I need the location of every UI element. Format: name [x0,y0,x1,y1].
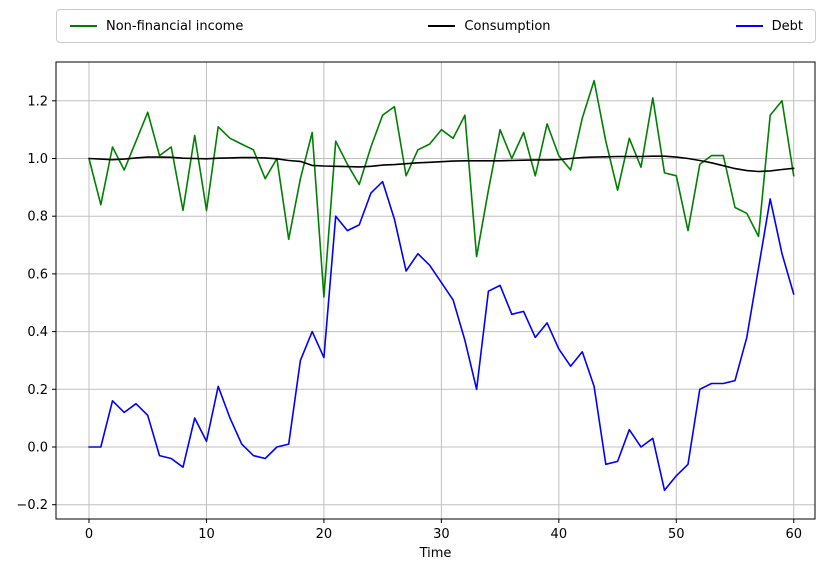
x-tick-label: 50 [668,527,685,542]
legend-line-sample [428,25,456,27]
x-axis-label: Time [419,546,452,561]
legend-label: Consumption [464,18,551,34]
x-tick-label: 0 [85,527,93,542]
legend: Non-financial income Consumption Debt [56,9,816,43]
legend-line-sample [70,25,97,27]
y-tick-label: −0.2 [16,498,48,513]
legend-label: Debt [771,18,803,34]
data-series [88,79,795,492]
tick-labels: −0.2 0.0 0.2 0.4 0.6 0.8 1.0 1.2 0 10 20 30 40 50 60 [16,94,802,542]
legend-label: Non-financial income [106,18,244,34]
legend-item-debt: Debt [735,18,803,34]
x-tick-label: 30 [433,527,450,542]
legend-line-sample [735,25,763,27]
grid-lines [56,62,815,519]
series-consumption [88,155,795,173]
y-tick-label: 0.4 [27,325,48,340]
axis-ticks [52,100,795,523]
legend-item-consumption: Consumption [428,18,551,34]
y-tick-label: 0.0 [27,440,48,455]
y-tick-label: 0.8 [27,210,48,225]
x-tick-label: 40 [551,527,568,542]
y-tick-label: 0.6 [27,267,48,282]
x-tick-label: 10 [198,527,215,542]
y-tick-label: 0.2 [27,383,48,398]
y-tick-label: 1.2 [27,94,48,109]
x-tick-label: 60 [785,527,802,542]
x-tick-label: 20 [316,527,333,542]
legend-item-non-financial-income: Non-financial income [70,19,243,34]
series-non-financial-income [88,79,795,298]
plot-border [55,61,816,520]
y-tick-label: 1.0 [27,152,48,167]
series-debt [88,180,795,492]
